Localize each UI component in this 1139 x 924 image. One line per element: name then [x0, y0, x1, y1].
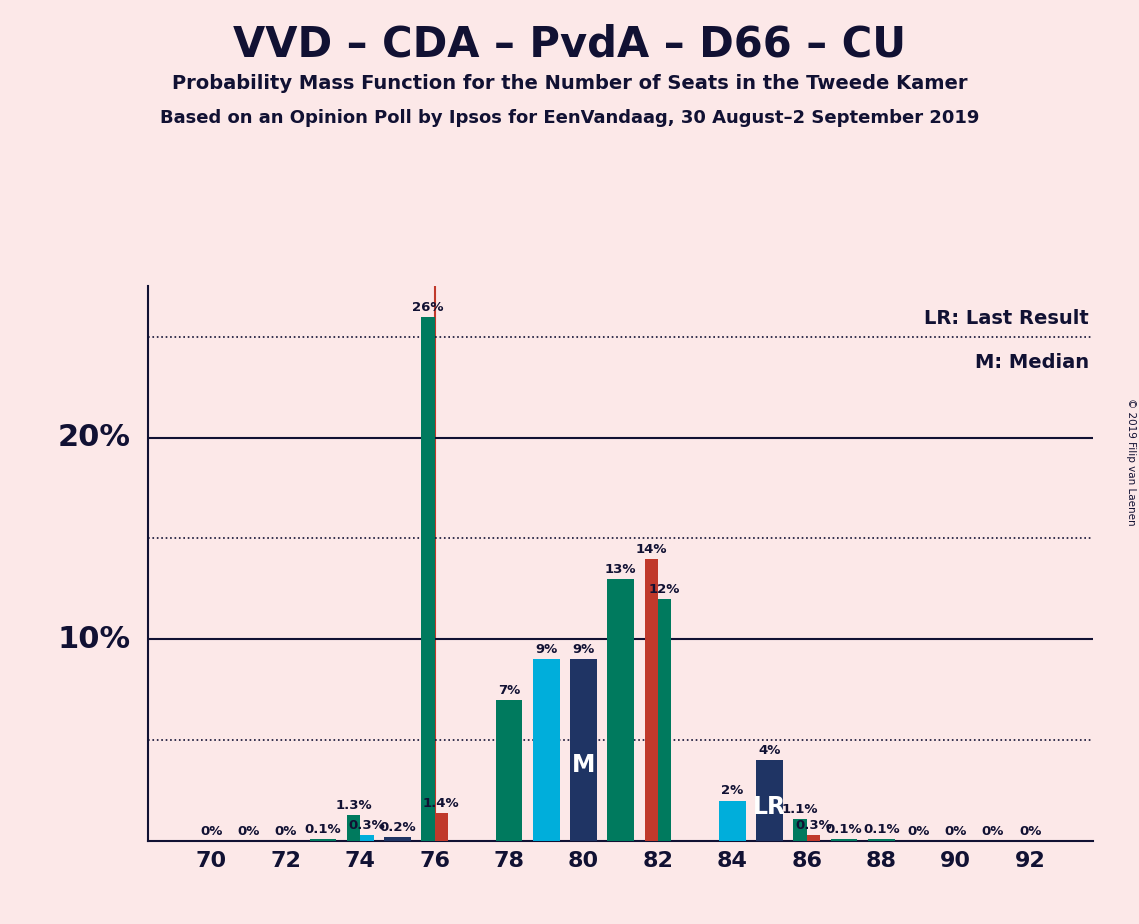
Text: LR: Last Result: LR: Last Result	[924, 309, 1089, 328]
Bar	[756, 760, 782, 841]
Text: 0.1%: 0.1%	[826, 822, 862, 836]
Text: 20%: 20%	[58, 423, 131, 452]
Text: 0%: 0%	[908, 825, 929, 838]
Text: 0%: 0%	[200, 825, 222, 838]
Text: 0.1%: 0.1%	[305, 822, 342, 836]
Bar	[868, 839, 895, 841]
Text: 0%: 0%	[982, 825, 1005, 838]
Text: 0.1%: 0.1%	[863, 822, 900, 836]
Bar	[719, 800, 746, 841]
Text: M: Median: M: Median	[975, 353, 1089, 372]
Text: 0%: 0%	[237, 825, 260, 838]
Bar	[794, 819, 806, 841]
Bar	[360, 834, 374, 841]
Bar	[384, 837, 411, 841]
Bar	[658, 599, 671, 841]
Text: 0%: 0%	[944, 825, 967, 838]
Bar	[346, 815, 360, 841]
Text: 1.1%: 1.1%	[781, 803, 819, 816]
Bar	[571, 660, 597, 841]
Bar	[495, 699, 523, 841]
Text: 10%: 10%	[58, 625, 131, 654]
Text: © 2019 Filip van Laenen: © 2019 Filip van Laenen	[1125, 398, 1136, 526]
Bar	[435, 812, 448, 841]
Text: 9%: 9%	[573, 643, 595, 656]
Text: 9%: 9%	[535, 643, 557, 656]
Bar	[533, 660, 559, 841]
Text: 7%: 7%	[498, 684, 521, 697]
Text: LR: LR	[753, 795, 786, 819]
Text: 12%: 12%	[649, 583, 680, 596]
Bar	[830, 839, 858, 841]
Bar	[806, 834, 820, 841]
Text: 4%: 4%	[759, 744, 781, 757]
Bar	[607, 578, 634, 841]
Text: VVD – CDA – PvdA – D66 – CU: VVD – CDA – PvdA – D66 – CU	[233, 23, 906, 65]
Text: Based on an Opinion Poll by Ipsos for EenVandaag, 30 August–2 September 2019: Based on an Opinion Poll by Ipsos for Ee…	[159, 109, 980, 127]
Text: 0%: 0%	[1019, 825, 1041, 838]
Bar	[645, 559, 658, 841]
Text: 1.4%: 1.4%	[423, 796, 460, 809]
Text: 1.3%: 1.3%	[335, 798, 371, 811]
Text: Probability Mass Function for the Number of Seats in the Tweede Kamer: Probability Mass Function for the Number…	[172, 74, 967, 93]
Text: 0.3%: 0.3%	[349, 819, 385, 832]
Text: 14%: 14%	[636, 542, 667, 555]
Text: 2%: 2%	[721, 784, 744, 797]
Text: 0.2%: 0.2%	[379, 821, 416, 833]
Bar	[310, 839, 336, 841]
Text: 13%: 13%	[605, 563, 637, 576]
Text: 0%: 0%	[274, 825, 297, 838]
Text: 26%: 26%	[412, 300, 444, 313]
Text: 0.3%: 0.3%	[795, 819, 831, 832]
Bar	[421, 317, 435, 841]
Text: M: M	[572, 753, 596, 777]
